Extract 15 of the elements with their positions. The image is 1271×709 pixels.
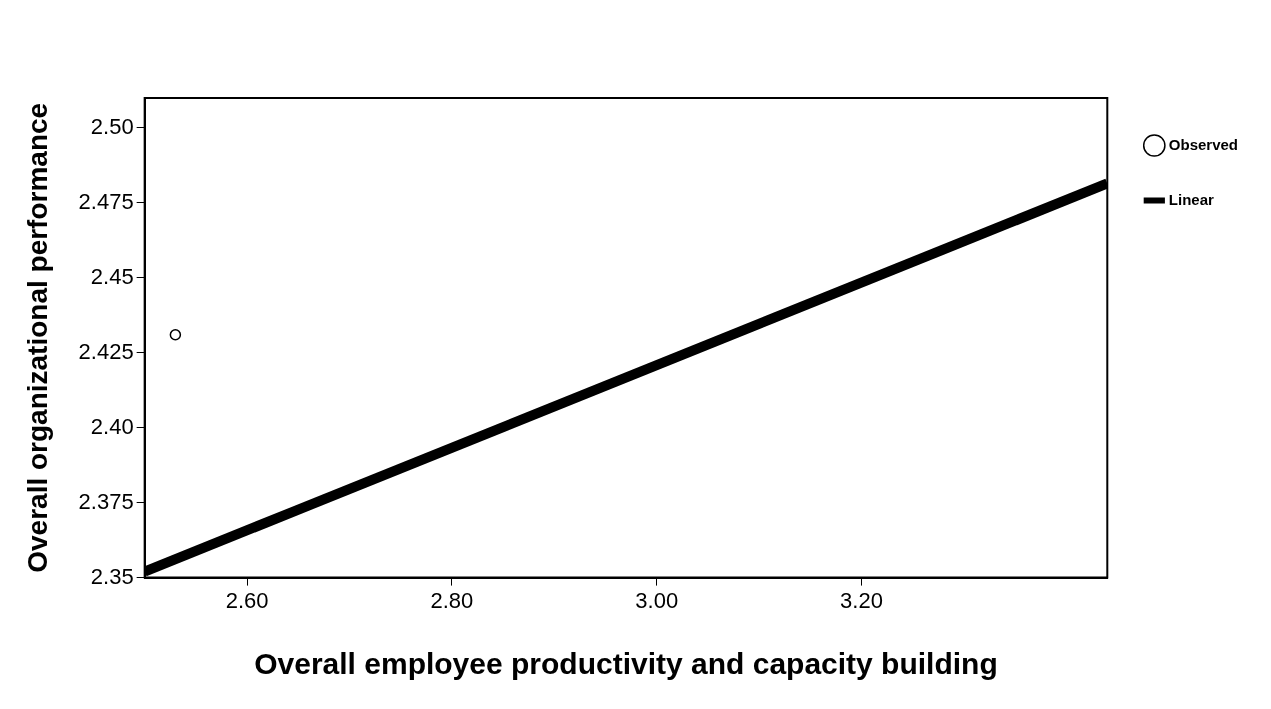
x-axis-title: Overall employee productivity and capacity building xyxy=(254,647,998,681)
y-tick-label: 2.425 xyxy=(78,338,134,364)
y-tick-label: 2.50 xyxy=(90,114,134,140)
y-tick-label: 2.40 xyxy=(90,413,134,439)
x-tick-label: 3.20 xyxy=(840,587,883,613)
legend-label: Linear xyxy=(1168,190,1214,208)
y-tick-label: 2.45 xyxy=(90,263,134,289)
x-tick-label: 2.80 xyxy=(430,587,474,613)
x-tick-label: 3.00 xyxy=(635,587,679,613)
y-tick-label: 2.35 xyxy=(90,563,134,589)
y-axis-title: Overall organizational performance xyxy=(21,102,53,573)
y-tick-label: 2.375 xyxy=(78,488,134,514)
y-tick-label: 2.475 xyxy=(78,188,134,214)
legend-label: Observed xyxy=(1168,135,1238,153)
x-tick-label: 2.60 xyxy=(225,587,269,613)
